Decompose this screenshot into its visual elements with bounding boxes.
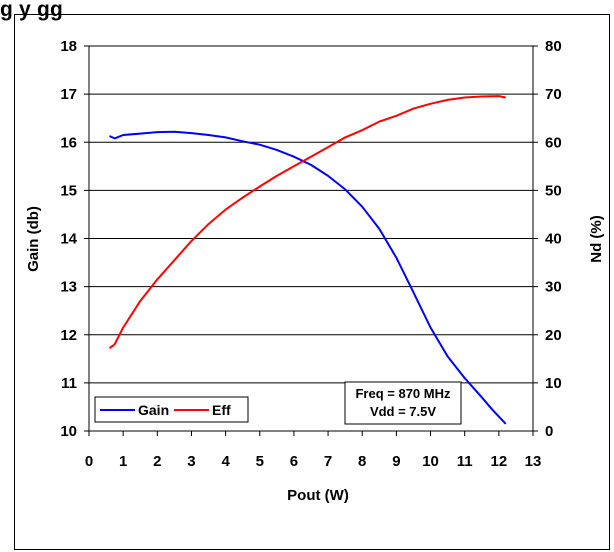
- annotation-frame: [344, 381, 462, 425]
- y-right-tick-label: 30: [545, 279, 562, 296]
- y-left-tick-label: 16: [60, 134, 77, 151]
- x-tick-label: 8: [358, 453, 366, 470]
- y-right-tick-label: 80: [545, 38, 562, 55]
- y-axis-right-label: Nd (%): [588, 215, 605, 263]
- y-right-tick-label: 70: [545, 86, 562, 103]
- y-left-tick-label: 11: [61, 375, 77, 392]
- y-axis-left-label: Gain (db): [25, 206, 42, 272]
- x-tick-label: 12: [491, 453, 508, 470]
- x-tick-label: 10: [422, 453, 439, 470]
- y-right-tick-label: 10: [545, 375, 562, 392]
- y-right-tick-label: 40: [545, 231, 562, 248]
- legend-eff-label: Eff: [212, 402, 231, 418]
- y-left-tick-label: 13: [60, 279, 77, 296]
- y-left-tick-label: 12: [60, 327, 77, 344]
- series-line-eff: [108, 95, 506, 350]
- series-line-gain: [109, 130, 507, 425]
- chart-frame: [14, 14, 610, 550]
- y-left-tick-label: 17: [60, 86, 77, 103]
- y-left-tick-label: 10: [60, 423, 77, 440]
- legend: Gain Eff: [94, 396, 249, 423]
- y-right-tick-label: 60: [545, 134, 562, 151]
- y-left-tick-label: 18: [60, 38, 77, 55]
- legend-gain-label: Gain: [138, 402, 169, 418]
- x-tick-label: 2: [153, 453, 161, 470]
- series-lines: [108, 95, 507, 425]
- y-right-tick-label: 0: [545, 423, 553, 440]
- x-tick-label: 9: [392, 453, 400, 470]
- grid-lines: [89, 93, 533, 384]
- x-tick-label: 4: [221, 453, 230, 470]
- x-tick-label: 5: [256, 453, 264, 470]
- annotation-box: Freq = 870 MHz Vdd = 7.5V: [344, 381, 462, 425]
- y-left-tick-label: 15: [60, 182, 77, 199]
- x-axis-label: Pout (W): [287, 487, 349, 504]
- x-tick-label: 1: [119, 453, 127, 470]
- x-tick-label: 6: [290, 453, 298, 470]
- x-tick-label: 3: [187, 453, 195, 470]
- y-left-tick-label: 14: [60, 231, 77, 248]
- x-tick-label: 13: [525, 453, 542, 470]
- annotation-line-1: Freq = 870 MHz: [355, 386, 451, 401]
- x-tick-label: 0: [85, 453, 93, 470]
- y-right-tick-label: 20: [545, 327, 562, 344]
- x-tick-label: 7: [324, 453, 332, 470]
- y-right-tick-label: 50: [545, 182, 562, 199]
- annotation-line-2: Vdd = 7.5V: [370, 404, 436, 419]
- chart-title-fragment: g y gg: [0, 0, 64, 21]
- x-tick-label: 11: [457, 453, 473, 470]
